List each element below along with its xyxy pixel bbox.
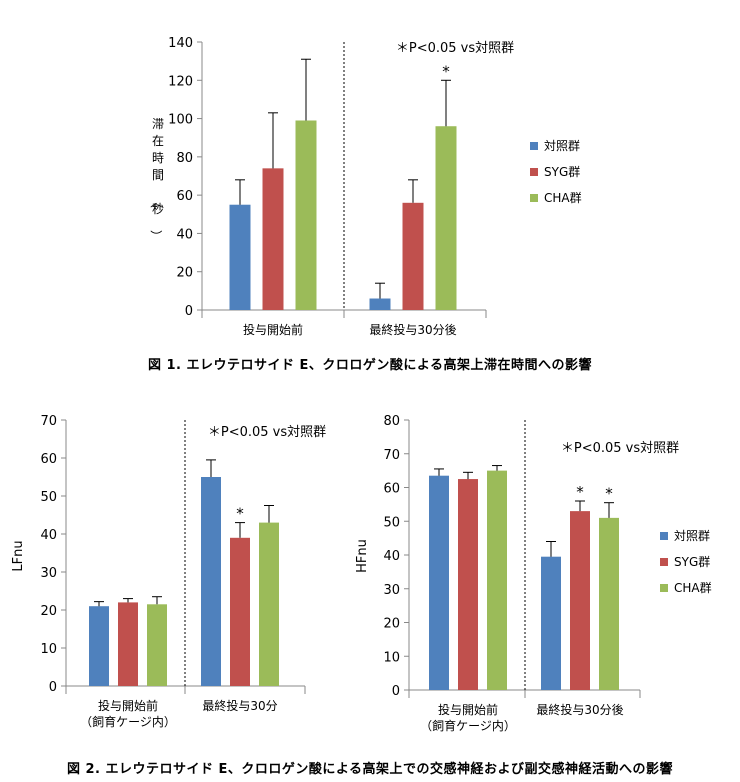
y-tick-label: 10 — [383, 650, 400, 665]
bar-CHA群 — [487, 470, 507, 690]
x-category-label: 最終投与30分後 — [369, 322, 456, 337]
bar-SYG群 — [262, 168, 284, 310]
legend-swatch — [530, 168, 538, 176]
bar-対照群 — [229, 204, 251, 310]
bar-CHA群 — [435, 126, 457, 310]
bar-SYG群 — [118, 602, 138, 686]
y-tick-label: 140 — [168, 36, 193, 51]
y-tick-label: 10 — [40, 642, 57, 657]
bar-CHA群 — [295, 120, 317, 310]
legend-label: SYG群 — [674, 555, 710, 569]
significance-marker: * — [605, 485, 613, 503]
figure2-caption: 図 2. エレウテロサイド E、クロロゲン酸による高架上での交感神経および副交感… — [66, 762, 674, 777]
y-tick-label: 60 — [383, 482, 400, 497]
y-tick-label: 0 — [185, 304, 193, 319]
significance-note: ＊P<0.05 vs対照群 — [208, 425, 326, 440]
y-tick-label: 20 — [383, 617, 400, 632]
bar-CHA群 — [599, 517, 619, 690]
legend-swatch — [660, 584, 668, 592]
x-category-label: 最終投与30分 — [202, 698, 277, 713]
figure1-caption: 図 1. エレウテロサイド E、クロロゲン酸による高架上滞在時間への影響 — [147, 358, 593, 373]
y-axis-label: 滞在時間（秒） — [149, 117, 164, 242]
significance-marker: * — [576, 483, 584, 501]
y-tick-label: 40 — [40, 528, 57, 543]
bar-CHA群 — [259, 522, 279, 686]
y-tick-label: 70 — [40, 414, 57, 429]
bar-対照群 — [89, 606, 109, 686]
legend-label: CHA群 — [544, 191, 582, 205]
x-category-label: （飼育ケージ内） — [80, 714, 176, 729]
x-category-label: 投与開始前 — [438, 702, 498, 717]
bar-対照群 — [201, 477, 221, 686]
y-tick-label: 120 — [168, 74, 193, 89]
y-tick-label: 60 — [40, 452, 57, 467]
bar-対照群 — [541, 556, 561, 690]
legend-label: SYG群 — [544, 165, 580, 179]
y-tick-label: 50 — [40, 490, 57, 505]
y-tick-label: 0 — [49, 680, 57, 695]
y-axis-label: HFnu — [355, 539, 370, 573]
bar-SYG群 — [570, 511, 590, 690]
bar-対照群 — [369, 298, 391, 310]
bar-CHA群 — [147, 604, 167, 686]
x-category-label: 投与開始前 — [98, 698, 158, 713]
legend-label: 対照群 — [544, 139, 580, 153]
bar-SYG群 — [458, 479, 478, 690]
y-tick-label: 40 — [383, 549, 400, 564]
legend-label: 対照群 — [674, 529, 710, 543]
y-tick-label: 100 — [168, 113, 193, 128]
legend-swatch — [660, 532, 668, 540]
y-tick-label: 80 — [176, 151, 193, 166]
bar-SYG群 — [230, 537, 250, 686]
significance-note: ＊P<0.05 vs対照群 — [561, 441, 679, 456]
x-category-label: 最終投与30分後 — [536, 702, 623, 717]
y-tick-label: 40 — [176, 227, 193, 242]
bar-対照群 — [429, 475, 449, 690]
y-tick-label: 60 — [176, 189, 193, 204]
significance-note: ＊P<0.05 vs対照群 — [396, 41, 514, 56]
y-tick-label: 0 — [392, 684, 400, 699]
legend-swatch — [530, 142, 538, 150]
bar-SYG群 — [402, 202, 424, 310]
y-tick-label: 30 — [383, 583, 400, 598]
legend-swatch — [530, 194, 538, 202]
y-tick-label: 50 — [383, 515, 400, 530]
significance-marker: * — [236, 505, 244, 523]
y-tick-label: 20 — [40, 604, 57, 619]
y-tick-label: 30 — [40, 566, 57, 581]
y-axis-label: LFnu — [11, 540, 26, 571]
x-category-label: （飼育ケージ内） — [420, 718, 516, 733]
y-tick-label: 20 — [176, 266, 193, 281]
legend-label: CHA群 — [674, 581, 712, 595]
legend-swatch — [660, 558, 668, 566]
y-tick-label: 70 — [383, 448, 400, 463]
significance-marker: * — [442, 62, 450, 80]
y-tick-label: 80 — [383, 414, 400, 429]
x-category-label: 投与開始前 — [243, 322, 303, 337]
